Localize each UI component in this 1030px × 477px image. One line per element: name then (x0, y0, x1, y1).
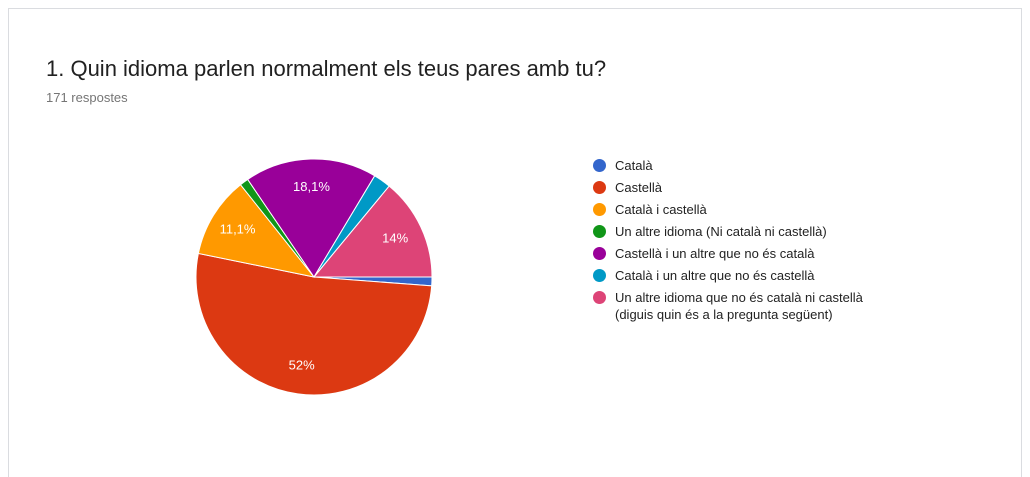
legend-label: Castellà i un altre que no és català (615, 246, 815, 261)
legend-item: Castellà i un altre que no és català (593, 245, 893, 262)
legend-item: Català i castellà (593, 201, 893, 218)
legend-swatch (593, 181, 606, 194)
legend-swatch (593, 159, 606, 172)
chart-title: 1. Quin idioma parlen normalment els teu… (46, 56, 607, 81)
legend-item: Català (593, 157, 893, 174)
legend-label: Català i castellà (615, 202, 707, 217)
legend-label: Català i un altre que no és castellà (615, 268, 815, 283)
data-label: 18,1% (293, 179, 330, 194)
data-label: 14% (382, 230, 408, 245)
chart-subtitle: 171 respostes (46, 90, 128, 105)
legend-swatch (593, 203, 606, 216)
legend-swatch (593, 269, 606, 282)
legend: Català Castellà Català i castellà Un altre … (593, 157, 893, 328)
data-label: 11,1% (220, 222, 256, 237)
data-label: 52% (289, 357, 315, 372)
legend-label: Un altre idioma (Ni català ni castellà) (615, 224, 827, 239)
legend-swatch (593, 247, 606, 260)
legend-label: Català (615, 158, 653, 173)
pie-slice (197, 183, 316, 278)
legend-item: Un altre idioma (Ni català ni castellà) (593, 223, 893, 240)
pie-slice (195, 252, 433, 396)
legend-swatch (593, 225, 606, 238)
legend-label: Castellà (615, 180, 662, 195)
pie-slice (312, 185, 433, 278)
legend-item: Un altre idioma que no és català ni cast… (593, 289, 893, 323)
legend-item: Català i un altre que no és castellà (593, 267, 893, 284)
legend-swatch (593, 291, 606, 304)
legend-item: Castellà (593, 179, 893, 196)
legend-label: Un altre idioma que no és català ni cast… (615, 290, 863, 322)
pie-slice (246, 158, 376, 278)
card (8, 8, 1022, 477)
